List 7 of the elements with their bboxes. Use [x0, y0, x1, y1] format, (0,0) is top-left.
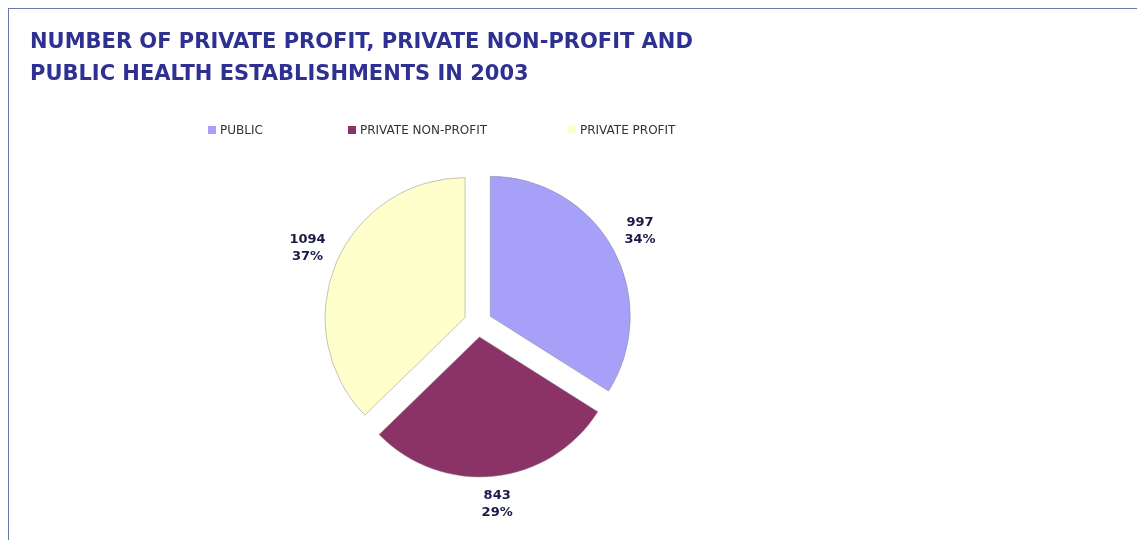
data-label: 1094 37% [289, 231, 326, 264]
legend-label: PRIVATE NON-PROFIT [360, 123, 488, 137]
chart-title: NUMBER OF PRIVATE PROFIT, PRIVATE NON-PROFIT AND PUBLIC HEALTH ESTABLISHMENTS IN 2003 [30, 29, 693, 85]
data-label: 843 29% [481, 487, 513, 519]
legend-label: PRIVATE PROFIT [580, 123, 677, 137]
legend-label: PUBLIC [220, 123, 263, 137]
data-label: 997 34% [624, 213, 656, 246]
